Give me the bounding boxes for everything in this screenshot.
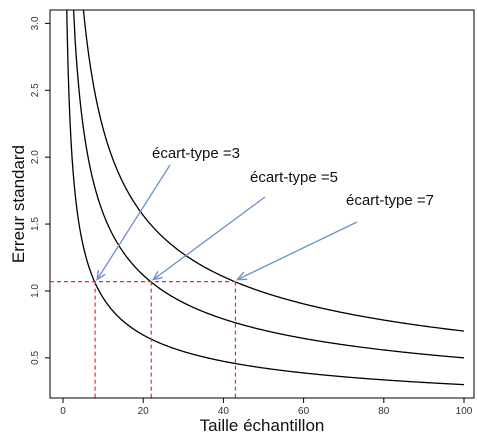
x-tick-label: 60 (298, 406, 310, 417)
annotation-label: écart-type =3 (152, 145, 240, 162)
x-tick-label: 40 (218, 406, 230, 417)
plot-area: 0 20 40 60 80 100 0.5 1.0 1.5 2.0 2.5 3.0 écart-type… (30, 9, 475, 417)
annotation-arrow (237, 221, 358, 280)
x-tick-label: 20 (138, 406, 150, 417)
y-tick-label: 2.5 (30, 83, 41, 97)
y-tick-label: 1.0 (30, 284, 41, 298)
y-tick-label: 1.5 (30, 217, 41, 231)
series-line-sd-3 (66, 10, 465, 386)
x-tick-label: 0 (60, 406, 66, 417)
y-axis-title: Erreur standard (9, 145, 28, 263)
series-line-sd-5 (72, 10, 465, 359)
x-tick-label: 80 (378, 406, 390, 417)
x-tick-label: 100 (456, 406, 473, 417)
series-line-sd-7 (82, 10, 465, 332)
y-tick-label: 0.5 (30, 350, 41, 364)
annotation-arrow (153, 196, 266, 280)
annotation-arrow (97, 164, 171, 280)
x-axis-title: Taille échantillon (200, 416, 325, 435)
plot-frame (49, 9, 475, 399)
y-tick-label: 2.0 (30, 150, 41, 164)
y-tick-label: 3.0 (30, 16, 41, 30)
annotation-label: écart-type =5 (250, 169, 338, 186)
annotation-label: écart-type =7 (346, 192, 434, 209)
